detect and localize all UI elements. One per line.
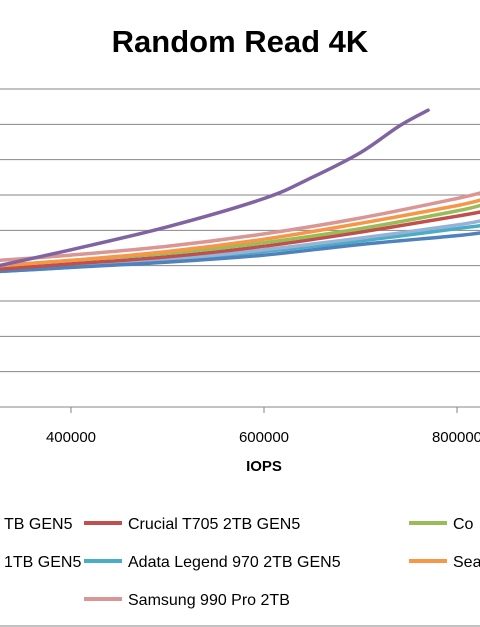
x-tick-label: 800000	[432, 429, 480, 446]
legend-label: Co	[453, 516, 474, 533]
legend: TB GEN5 Crucial T705 2TB GEN5 Co 1TB GEN5 Ad…	[4, 516, 480, 609]
series-lines	[0, 108, 480, 274]
legend-label: 1TB GEN5	[4, 554, 81, 571]
legend-label: Crucial T705 2TB GEN5	[128, 516, 300, 533]
series-line-3	[0, 108, 430, 268]
x-tick-label: 400000	[46, 429, 96, 446]
legend-label: TB GEN5	[4, 516, 73, 533]
series-line-5	[0, 198, 480, 268]
legend-label: Adata Legend 970 2TB GEN5	[128, 554, 341, 571]
series-line-1	[0, 210, 480, 271]
legend-label: Samsung 990 Pro 2TB	[128, 592, 290, 609]
x-axis-tick-labels: 400000 600000 800000	[46, 407, 480, 446]
x-tick-label: 600000	[239, 429, 289, 446]
legend-label: Sea	[453, 554, 480, 571]
series-line-0	[0, 231, 480, 274]
gridlines	[0, 88, 480, 408]
series-line-6	[0, 191, 480, 263]
chart-title: Random Read 4K	[112, 24, 369, 59]
x-axis-title: IOPS	[246, 458, 282, 475]
